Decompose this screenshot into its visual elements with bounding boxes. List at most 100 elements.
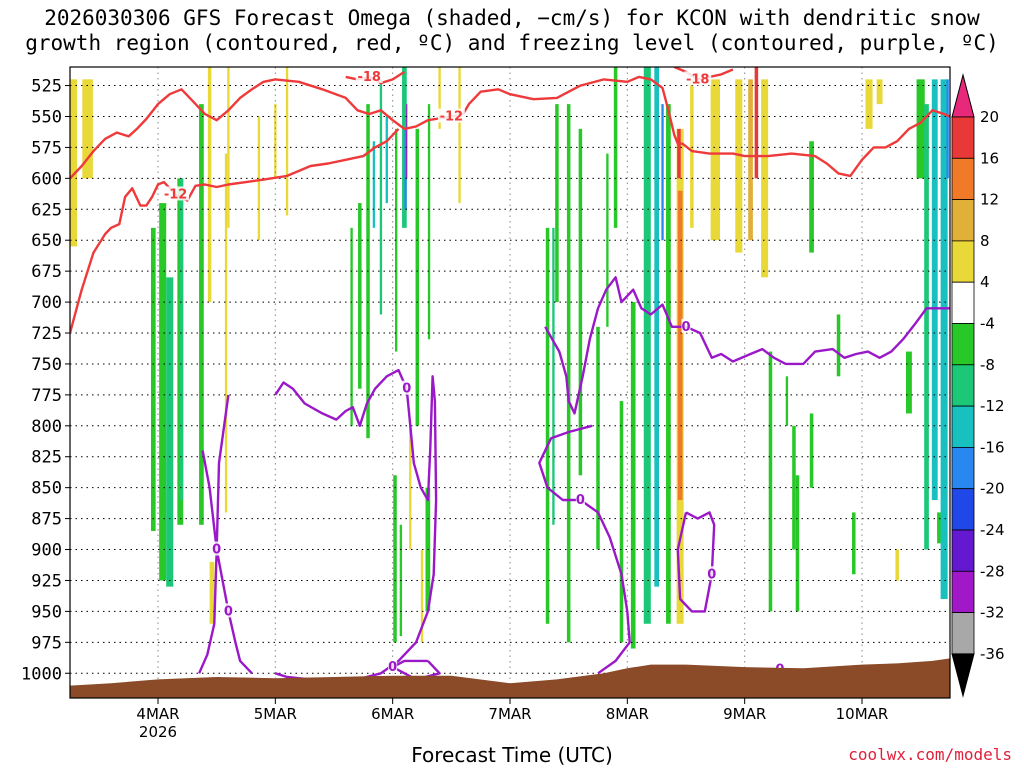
omega-shade bbox=[224, 153, 228, 513]
colorbar-lower-arrow bbox=[951, 653, 975, 698]
freezing-contour-label: 0 bbox=[707, 567, 716, 582]
omega-shade bbox=[274, 104, 277, 179]
freezing-contour-label: 0 bbox=[681, 320, 690, 335]
freezing-contour-label-bg bbox=[388, 659, 398, 674]
omega-shade bbox=[70, 79, 78, 247]
freezing-contour bbox=[544, 276, 950, 415]
y-tick-label: 625 bbox=[31, 200, 62, 220]
colorbar-label: -24 bbox=[980, 521, 1005, 539]
credit-text: coolwx.com/models bbox=[848, 745, 1012, 764]
omega-shade bbox=[654, 67, 660, 587]
colorbar-label: -36 bbox=[980, 645, 1005, 663]
omega-shade bbox=[937, 512, 942, 544]
colorbar-swatch bbox=[951, 612, 975, 655]
x-tick-sublabel: 2026 bbox=[139, 723, 177, 741]
colorbar-upper-arrow bbox=[951, 73, 975, 118]
omega-shade bbox=[748, 79, 753, 241]
omega-shade bbox=[350, 227, 353, 426]
colorbar-swatch bbox=[951, 446, 975, 490]
colorbar-swatch bbox=[951, 405, 975, 448]
freezing-contour-label-bg bbox=[575, 492, 585, 507]
omega-shade bbox=[792, 425, 796, 550]
omega-shade bbox=[754, 67, 759, 179]
omega-shade bbox=[916, 79, 925, 179]
colorbar-label: 8 bbox=[980, 232, 990, 250]
colorbar-label: -16 bbox=[980, 438, 1005, 456]
omega-shade bbox=[209, 561, 215, 624]
x-tick-label: 5MAR bbox=[254, 705, 297, 723]
dgz-contour-label: -18 bbox=[686, 72, 710, 87]
colorbar-label: -28 bbox=[980, 562, 1005, 580]
y-tick-label: 850 bbox=[31, 479, 62, 499]
x-tick-label: 7MAR bbox=[488, 705, 531, 723]
colorbar-label: 20 bbox=[980, 108, 999, 126]
omega-shade bbox=[761, 79, 769, 278]
omega-shade bbox=[458, 67, 461, 204]
omega-shade bbox=[865, 79, 873, 129]
omega-shade bbox=[619, 401, 624, 643]
omega-shade bbox=[578, 128, 583, 476]
omega-shade bbox=[710, 79, 721, 241]
omega-shade bbox=[809, 413, 814, 488]
x-axis-label: Forecast Time (UTC) bbox=[411, 743, 613, 767]
freezing-contour-label: 0 bbox=[402, 382, 411, 397]
y-tick-label: 975 bbox=[31, 633, 62, 653]
omega-shade bbox=[606, 153, 609, 327]
y-tick-label: 525 bbox=[31, 77, 62, 97]
x-tick-label: 9MAR bbox=[723, 705, 766, 723]
omega-shade bbox=[545, 227, 550, 624]
y-tick-label: 550 bbox=[31, 107, 62, 127]
omega-shade bbox=[906, 351, 912, 414]
omega-shade bbox=[82, 79, 93, 179]
colorbar-swatch bbox=[951, 116, 975, 159]
omega-shade bbox=[285, 67, 289, 216]
y-tick-label: 575 bbox=[31, 138, 62, 158]
y-tick-label: 1000 bbox=[21, 664, 62, 684]
y-tick-label: 600 bbox=[31, 169, 62, 189]
freezing-contour-label: 0 bbox=[212, 543, 221, 558]
y-tick-label: 875 bbox=[31, 510, 62, 530]
colorbar-label: -12 bbox=[980, 397, 1005, 415]
x-tick-label: 8MAR bbox=[606, 705, 649, 723]
omega-shade bbox=[924, 104, 929, 550]
colorbar-label: 4 bbox=[980, 273, 990, 291]
omega-shade bbox=[427, 104, 431, 340]
omega-shade bbox=[415, 128, 420, 426]
dgz-contour-label: -12 bbox=[164, 187, 188, 202]
colorbar-label: -20 bbox=[980, 480, 1005, 498]
colorbar-swatch bbox=[951, 570, 975, 613]
omega-shade bbox=[946, 79, 949, 179]
omega-shade bbox=[358, 203, 362, 389]
colorbar-swatch bbox=[951, 240, 975, 283]
freezing-contour-label-bg bbox=[707, 566, 717, 581]
dgz-contour bbox=[70, 75, 950, 180]
freezing-contour bbox=[391, 659, 441, 681]
omega-shade bbox=[836, 314, 841, 377]
dgz-contour-label-bg bbox=[684, 71, 712, 86]
omega-shade bbox=[159, 203, 167, 581]
omega-shade bbox=[876, 79, 883, 105]
omega-shade bbox=[372, 141, 376, 228]
omega-shade bbox=[677, 190, 683, 501]
omega-shade bbox=[257, 116, 261, 241]
omega-shade bbox=[643, 67, 651, 624]
omega-shade bbox=[735, 79, 743, 253]
colorbar-label: 12 bbox=[980, 191, 999, 209]
y-tick-label: 725 bbox=[31, 324, 62, 344]
freezing-contour bbox=[538, 424, 631, 675]
dgz-contour-label: -12 bbox=[440, 109, 464, 124]
omega-shade bbox=[404, 128, 407, 210]
colorbar-swatch bbox=[951, 364, 975, 407]
omega-shade bbox=[809, 141, 814, 253]
omega-shade bbox=[940, 79, 948, 600]
y-tick-label: 700 bbox=[31, 293, 62, 313]
omega-shade bbox=[166, 277, 174, 587]
omega-shade bbox=[555, 104, 559, 303]
colorbar-swatch bbox=[951, 323, 975, 366]
omega-shade bbox=[596, 326, 600, 550]
colorbar-label: -4 bbox=[980, 315, 995, 333]
y-tick-label: 950 bbox=[31, 602, 62, 622]
omega-shade bbox=[179, 178, 184, 501]
y-tick-label: 650 bbox=[31, 231, 62, 251]
omega-shade bbox=[852, 512, 856, 575]
